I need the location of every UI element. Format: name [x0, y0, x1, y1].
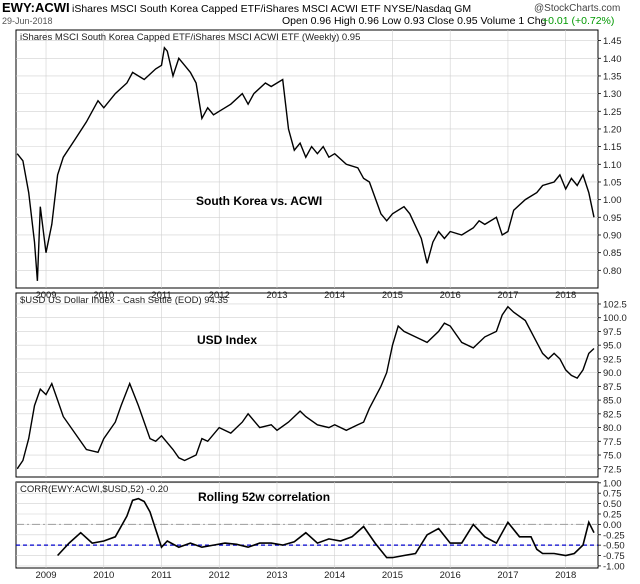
x-tick-label: 2015 [382, 290, 403, 301]
y-tick-label: 0.75 [603, 489, 622, 500]
panel-title: $USD US Dollar Index - Cash Settle (EOD)… [20, 295, 228, 306]
y-tick-label: -1.00 [603, 561, 625, 572]
symbol-label: EWY:ACWI [2, 0, 70, 15]
y-tick-label: -0.75 [603, 551, 625, 562]
y-tick-label: 0.25 [603, 509, 622, 520]
ratio-line [16, 46, 595, 281]
annotation-correlation: Rolling 52w correlation [198, 490, 330, 504]
y-tick-label: 1.35 [603, 71, 622, 82]
x-tick-label: 2013 [266, 290, 287, 301]
annotation-usd: USD Index [197, 333, 257, 347]
y-tick-label: 0.00 [603, 520, 622, 531]
y-tick-label: 102.5 [603, 299, 627, 310]
x-tick-label: 2014 [324, 570, 345, 581]
y-tick-label: 1.10 [603, 160, 622, 171]
panel-usd: 102.5 100.0 97.5 95.0 92.5 90.0 87.5 85.0 82.5 80… [15, 292, 627, 478]
correlation-line [57, 497, 595, 559]
y-tick-label: 95.0 [603, 341, 622, 352]
y-tick-label: 1.00 [603, 195, 622, 206]
panel-frame [15, 29, 599, 289]
y-tick-label: 0.90 [603, 230, 622, 241]
panel-title: CORR(EWY:ACWI,$USD,52) -0.20 [20, 484, 168, 495]
y-tick-label: 87.5 [603, 382, 622, 393]
x-tick-label: 2012 [209, 570, 230, 581]
y-tick-label: 75.0 [603, 451, 622, 462]
x-tick-label: 2016 [440, 290, 461, 301]
y-tick-label: 1.40 [603, 54, 622, 65]
x-tick-label: 2018 [555, 290, 576, 301]
x-axis: 2009 2009 2010 2010 2011 2011 2012 2012 2013 2013… [35, 290, 576, 581]
x-tick-label: 2016 [440, 570, 461, 581]
price-stats: Open 0.96 High 0.96 Low 0.93 Close 0.95 … [282, 15, 547, 27]
y-tick-label: 1.30 [603, 89, 622, 100]
grid [16, 30, 598, 288]
panel-frame [15, 481, 599, 569]
y-tick-label: 0.95 [603, 213, 622, 224]
x-tick-label: 2011 [151, 570, 171, 581]
usd-line [16, 305, 595, 470]
x-tick-label: 2015 [382, 570, 403, 581]
y-tick-label: 100.0 [603, 313, 627, 324]
grid [16, 293, 598, 477]
x-tick-label: 2014 [324, 290, 345, 301]
x-tick-label: 2010 [93, 290, 114, 301]
x-tick-label: 2009 [35, 290, 56, 301]
x-tick-label: 2017 [497, 290, 518, 301]
y-tick-label: 1.05 [603, 177, 622, 188]
y-tick-label: 80.0 [603, 423, 622, 434]
x-tick-label: 2017 [497, 570, 518, 581]
panel-ewy-acwi: 1.45 1.40 1.35 1.30 1.25 1.20 1.15 1.10 1.05 1.00… [15, 29, 622, 289]
x-tick-label: 2012 [209, 290, 230, 301]
y-tick-label: -0.25 [603, 530, 625, 541]
panel-title: iShares MSCI South Korea Capped ETF/iSha… [20, 32, 360, 43]
y-tick-label: 0.85 [603, 248, 622, 259]
y-tick-label: 97.5 [603, 327, 622, 338]
reference-lines [16, 523, 598, 546]
y-tick-label: 1.45 [603, 36, 622, 47]
x-tick-label: 2018 [555, 570, 576, 581]
y-tick-label: 90.0 [603, 368, 622, 379]
chart-date: 29-Jun-2018 [2, 16, 53, 26]
y-tick-label: 1.15 [603, 142, 622, 153]
panel-frame [15, 292, 599, 478]
x-tick-label: 2010 [93, 570, 114, 581]
y-tick-label: 1.25 [603, 107, 622, 118]
y-tick-label: 92.5 [603, 354, 622, 365]
y-tick-label: 77.5 [603, 437, 622, 448]
y-tick-label: -0.50 [603, 541, 625, 552]
y-axis: 1.45 1.40 1.35 1.30 1.25 1.20 1.15 1.10 1.05 1.00… [598, 36, 622, 277]
symbol-description: iShares MSCI South Korea Capped ETF/iSha… [72, 3, 471, 15]
x-tick-label: 2009 [35, 570, 56, 581]
x-tick-label: 2013 [266, 570, 287, 581]
y-tick-label: 0.80 [603, 266, 622, 277]
stockcharts-logo: @StockCharts.com [534, 3, 620, 14]
y-tick-label: 1.00 [603, 478, 622, 489]
y-tick-label: 1.20 [603, 124, 622, 135]
y-tick-label: 72.5 [603, 464, 622, 475]
panel-correlation: 1.000.750.500.250.00-0.25-0.50-0.75-1.00… [15, 478, 625, 572]
annotation-south-korea: South Korea vs. ACWI [196, 194, 322, 208]
y-tick-label: 82.5 [603, 409, 622, 420]
y-axis: 102.5 100.0 97.5 95.0 92.5 90.0 87.5 85.0 82.5 80… [598, 299, 627, 475]
y-axis: 1.000.750.500.250.00-0.25-0.50-0.75-1.00 [598, 478, 625, 572]
x-tick-label: 2011 [151, 290, 171, 301]
y-tick-label: 85.0 [603, 396, 622, 407]
price-change: +0.01 (+0.72%) [542, 15, 614, 27]
y-tick-label: 0.50 [603, 499, 622, 510]
